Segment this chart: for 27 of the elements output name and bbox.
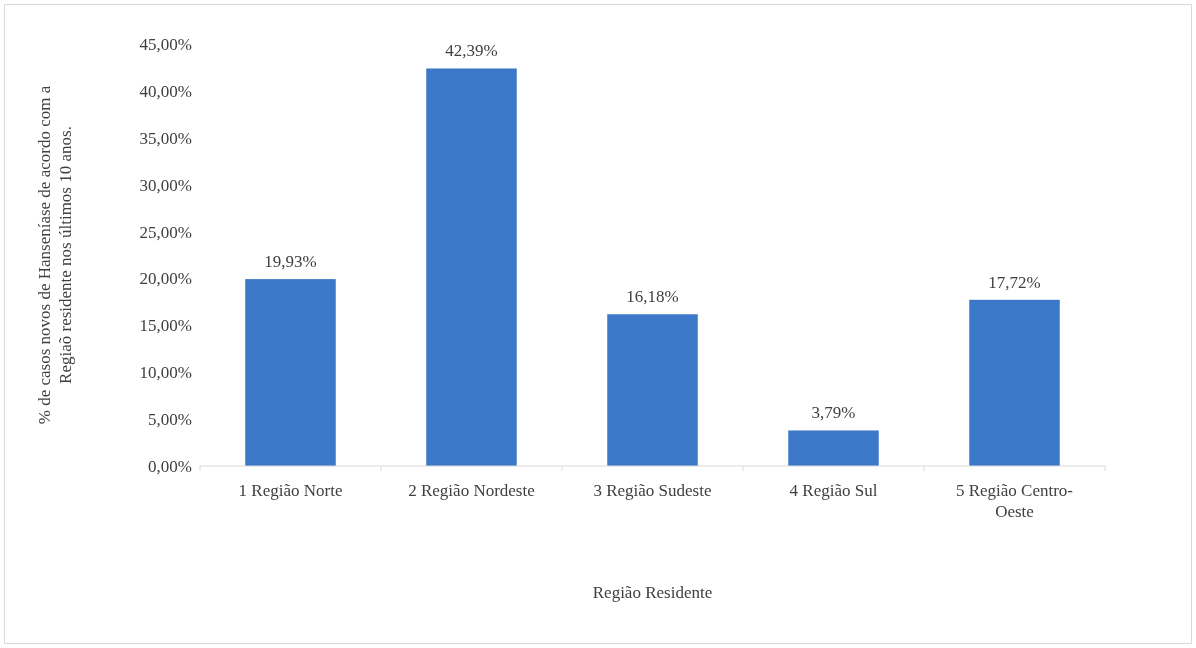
y-tick-label: 35,00% (139, 128, 192, 148)
data-label: 16,18% (626, 287, 679, 307)
bar (969, 299, 1060, 466)
x-tick-label: 3 Região Sudeste (593, 481, 712, 500)
bar (245, 279, 336, 466)
y-tick-label: 0,00% (148, 456, 192, 476)
x-tick-label: 2 Região Nordeste (408, 481, 535, 500)
data-label: 3,79% (811, 403, 856, 423)
x-axis-title: Região Residente (592, 583, 713, 602)
y-tick-label: 30,00% (139, 175, 192, 195)
bar (426, 68, 517, 466)
y-axis-title: % de casos novos de Hanseníase de acordo com a Regiaõ residente nos últimos 10 anos. (35, 85, 75, 425)
y-tick-label: 45,00% (139, 34, 192, 54)
data-label: 19,93% (264, 252, 317, 272)
data-label: 17,72% (988, 272, 1041, 292)
bar (788, 430, 879, 466)
x-tick-label: 4 Região Sul (789, 481, 878, 500)
y-tick-label: 40,00% (139, 81, 192, 101)
y-tick-label: 25,00% (139, 222, 192, 242)
y-tick-label: 15,00% (139, 316, 192, 336)
y-tick-label: 20,00% (139, 269, 192, 289)
y-tick-label: 5,00% (148, 410, 192, 430)
bar (607, 314, 698, 466)
x-tick-label: 1 Região Norte (238, 481, 343, 500)
x-tick-label: 5 Região Centro-Oeste (955, 481, 1074, 521)
y-tick-label: 10,00% (139, 363, 192, 383)
data-label: 42,39% (445, 41, 498, 61)
